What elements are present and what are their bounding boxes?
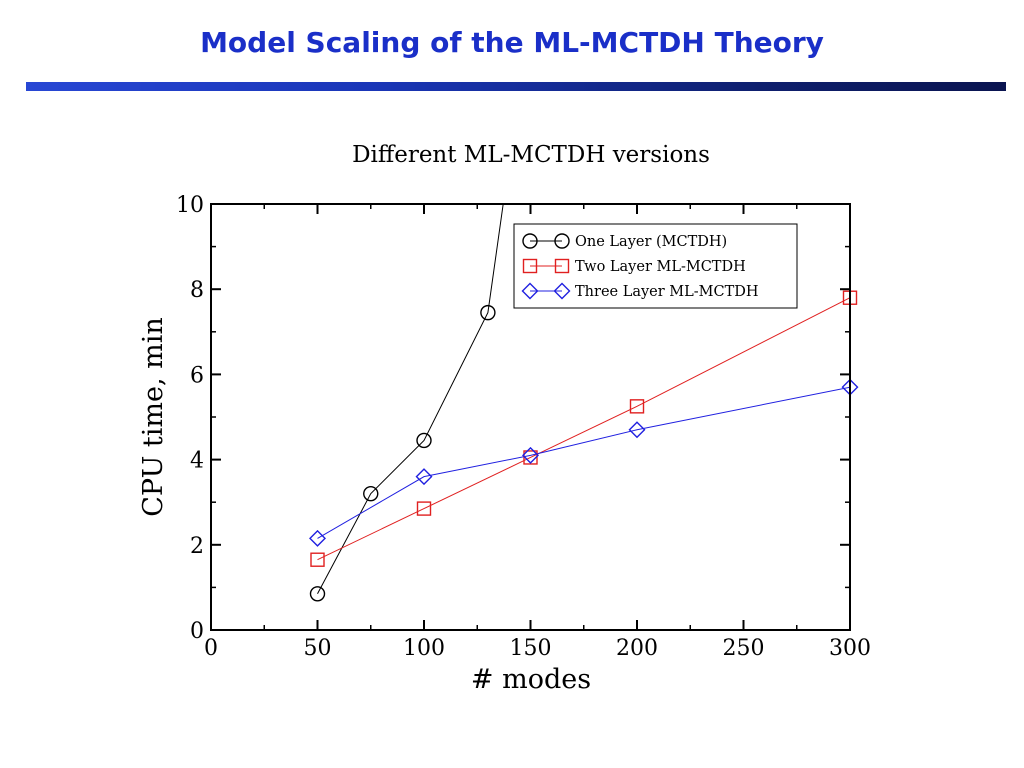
legend-label: Two Layer ML-MCTDH bbox=[575, 259, 746, 275]
x-tick-label: 0 bbox=[204, 636, 218, 661]
y-axis-label: CPU time, min bbox=[138, 317, 169, 517]
data-point-circle bbox=[480, 304, 496, 321]
series-line-2 bbox=[317, 297, 850, 561]
x-tick-label: 150 bbox=[510, 636, 552, 661]
legend-marker-circle bbox=[522, 233, 538, 249]
data-point-circle bbox=[309, 586, 326, 602]
legend-marker-diamond bbox=[553, 282, 571, 300]
y-tick-label: 8 bbox=[190, 278, 204, 303]
title-rule bbox=[26, 82, 1006, 91]
legend-marker-square bbox=[522, 258, 538, 274]
data-point-square bbox=[629, 399, 645, 414]
x-tick-label: 250 bbox=[723, 636, 765, 661]
x-tick-label: 100 bbox=[403, 636, 445, 661]
y-tick-label: 0 bbox=[190, 619, 204, 644]
data-point-diamond bbox=[628, 421, 646, 439]
chart-title: Different ML-MCTDH versions bbox=[352, 142, 710, 168]
data-point-square bbox=[523, 450, 538, 465]
y-tick-label: 2 bbox=[190, 534, 204, 559]
legend-marker-circle bbox=[554, 233, 570, 249]
y-tick-label: 4 bbox=[190, 449, 204, 474]
data-point-circle bbox=[416, 432, 432, 449]
x-axis-label: # modes bbox=[471, 664, 591, 695]
x-tick-label: 300 bbox=[829, 636, 871, 661]
data-point-circle bbox=[363, 485, 379, 502]
y-tick-label: 10 bbox=[176, 193, 204, 218]
y-tick-label: 6 bbox=[190, 363, 204, 388]
x-tick-label: 50 bbox=[304, 636, 332, 661]
legend-label: One Layer (MCTDH) bbox=[575, 234, 727, 250]
data-point-diamond bbox=[415, 468, 433, 486]
legend: One Layer (MCTDH) Two Layer ML-MCTDH Three… bbox=[513, 223, 798, 309]
series-line-3 bbox=[317, 386, 850, 539]
x-tick-label: 200 bbox=[616, 636, 658, 661]
legend-marker-square bbox=[554, 258, 570, 274]
data-point-diamond bbox=[522, 446, 539, 464]
slide-title: Model Scaling of the ML-MCTDH Theory bbox=[200, 26, 824, 59]
tick-layer: 0 50 100 150 200 250 300 0 2 4 6 8 10 bbox=[176, 193, 871, 661]
data-point-square bbox=[310, 552, 325, 567]
marker-layer bbox=[309, 290, 859, 602]
series-line-1 bbox=[317, 204, 504, 595]
data-point-square bbox=[416, 501, 432, 516]
data-point-diamond bbox=[309, 529, 326, 547]
legend-marker-diamond bbox=[521, 282, 539, 300]
series-layer bbox=[317, 204, 850, 595]
legend-label: Three Layer ML-MCTDH bbox=[575, 284, 759, 300]
